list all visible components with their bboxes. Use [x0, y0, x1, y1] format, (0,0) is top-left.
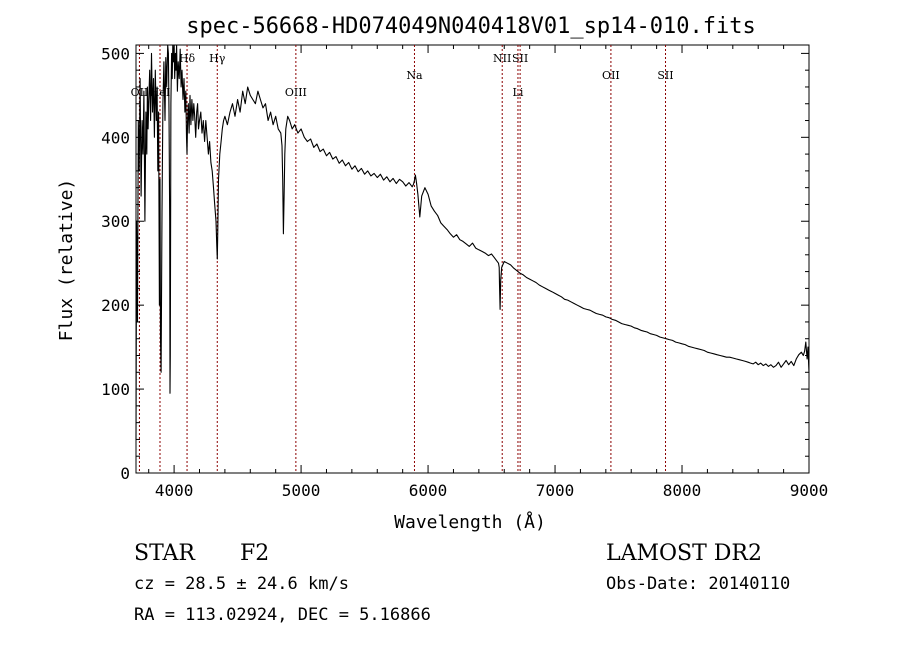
- y-tick-label-1: 100: [101, 380, 130, 399]
- line-marker-label-3: SII: [512, 52, 528, 65]
- object-subclass: F2: [240, 541, 269, 566]
- coordinates-info: RA = 113.02924, DEC = 5.16866: [134, 605, 431, 625]
- y-tick-label-2: 200: [101, 296, 130, 315]
- line-marker-label-5: OII: [602, 69, 620, 82]
- y-tick-label-4: 400: [101, 128, 130, 147]
- y-tick-label-5: 500: [101, 44, 130, 63]
- line-marker-label-9: OIII: [285, 86, 307, 99]
- x-tick-label-3: 7000: [536, 481, 575, 500]
- y-axis-ticks: 0 100 200 300 400 500: [101, 44, 809, 483]
- line-marker-label-4: Na: [406, 69, 423, 82]
- x-axis-label: Wavelength (Å): [394, 511, 546, 533]
- spectrum-line: [135, 44, 810, 440]
- line-marker-label-10: Li: [513, 86, 524, 99]
- plot-frame: [135, 44, 810, 474]
- line-marker-label-1: Hγ: [209, 52, 226, 65]
- line-marker-label-2: NII: [493, 52, 511, 65]
- x-tick-label-5: 9000: [790, 481, 829, 500]
- y-axis-label: Flux (relative): [56, 179, 77, 342]
- x-tick-label-0: 4000: [155, 481, 194, 500]
- y-tick-label-0: 0: [120, 464, 130, 483]
- line-marker-label-6: SII: [657, 69, 673, 82]
- survey-name: LAMOST DR2: [606, 541, 762, 566]
- x-tick-label-1: 5000: [282, 481, 321, 500]
- chart-title: spec-56668-HD074049N040418V01_sp14-010.f…: [186, 14, 756, 39]
- x-tick-label-4: 8000: [663, 481, 702, 500]
- redshift-info: cz = 28.5 ± 24.6 km/s: [134, 574, 349, 594]
- line-marker-label-0: Hδ: [179, 52, 196, 65]
- y-tick-label-3: 300: [101, 212, 130, 231]
- x-axis-ticks: 4000 5000 6000 7000 8000 9000: [148, 45, 829, 500]
- object-class: STAR: [134, 541, 196, 566]
- x-tick-label-2: 6000: [409, 481, 448, 500]
- observation-date: Obs-Date: 20140110: [606, 574, 790, 594]
